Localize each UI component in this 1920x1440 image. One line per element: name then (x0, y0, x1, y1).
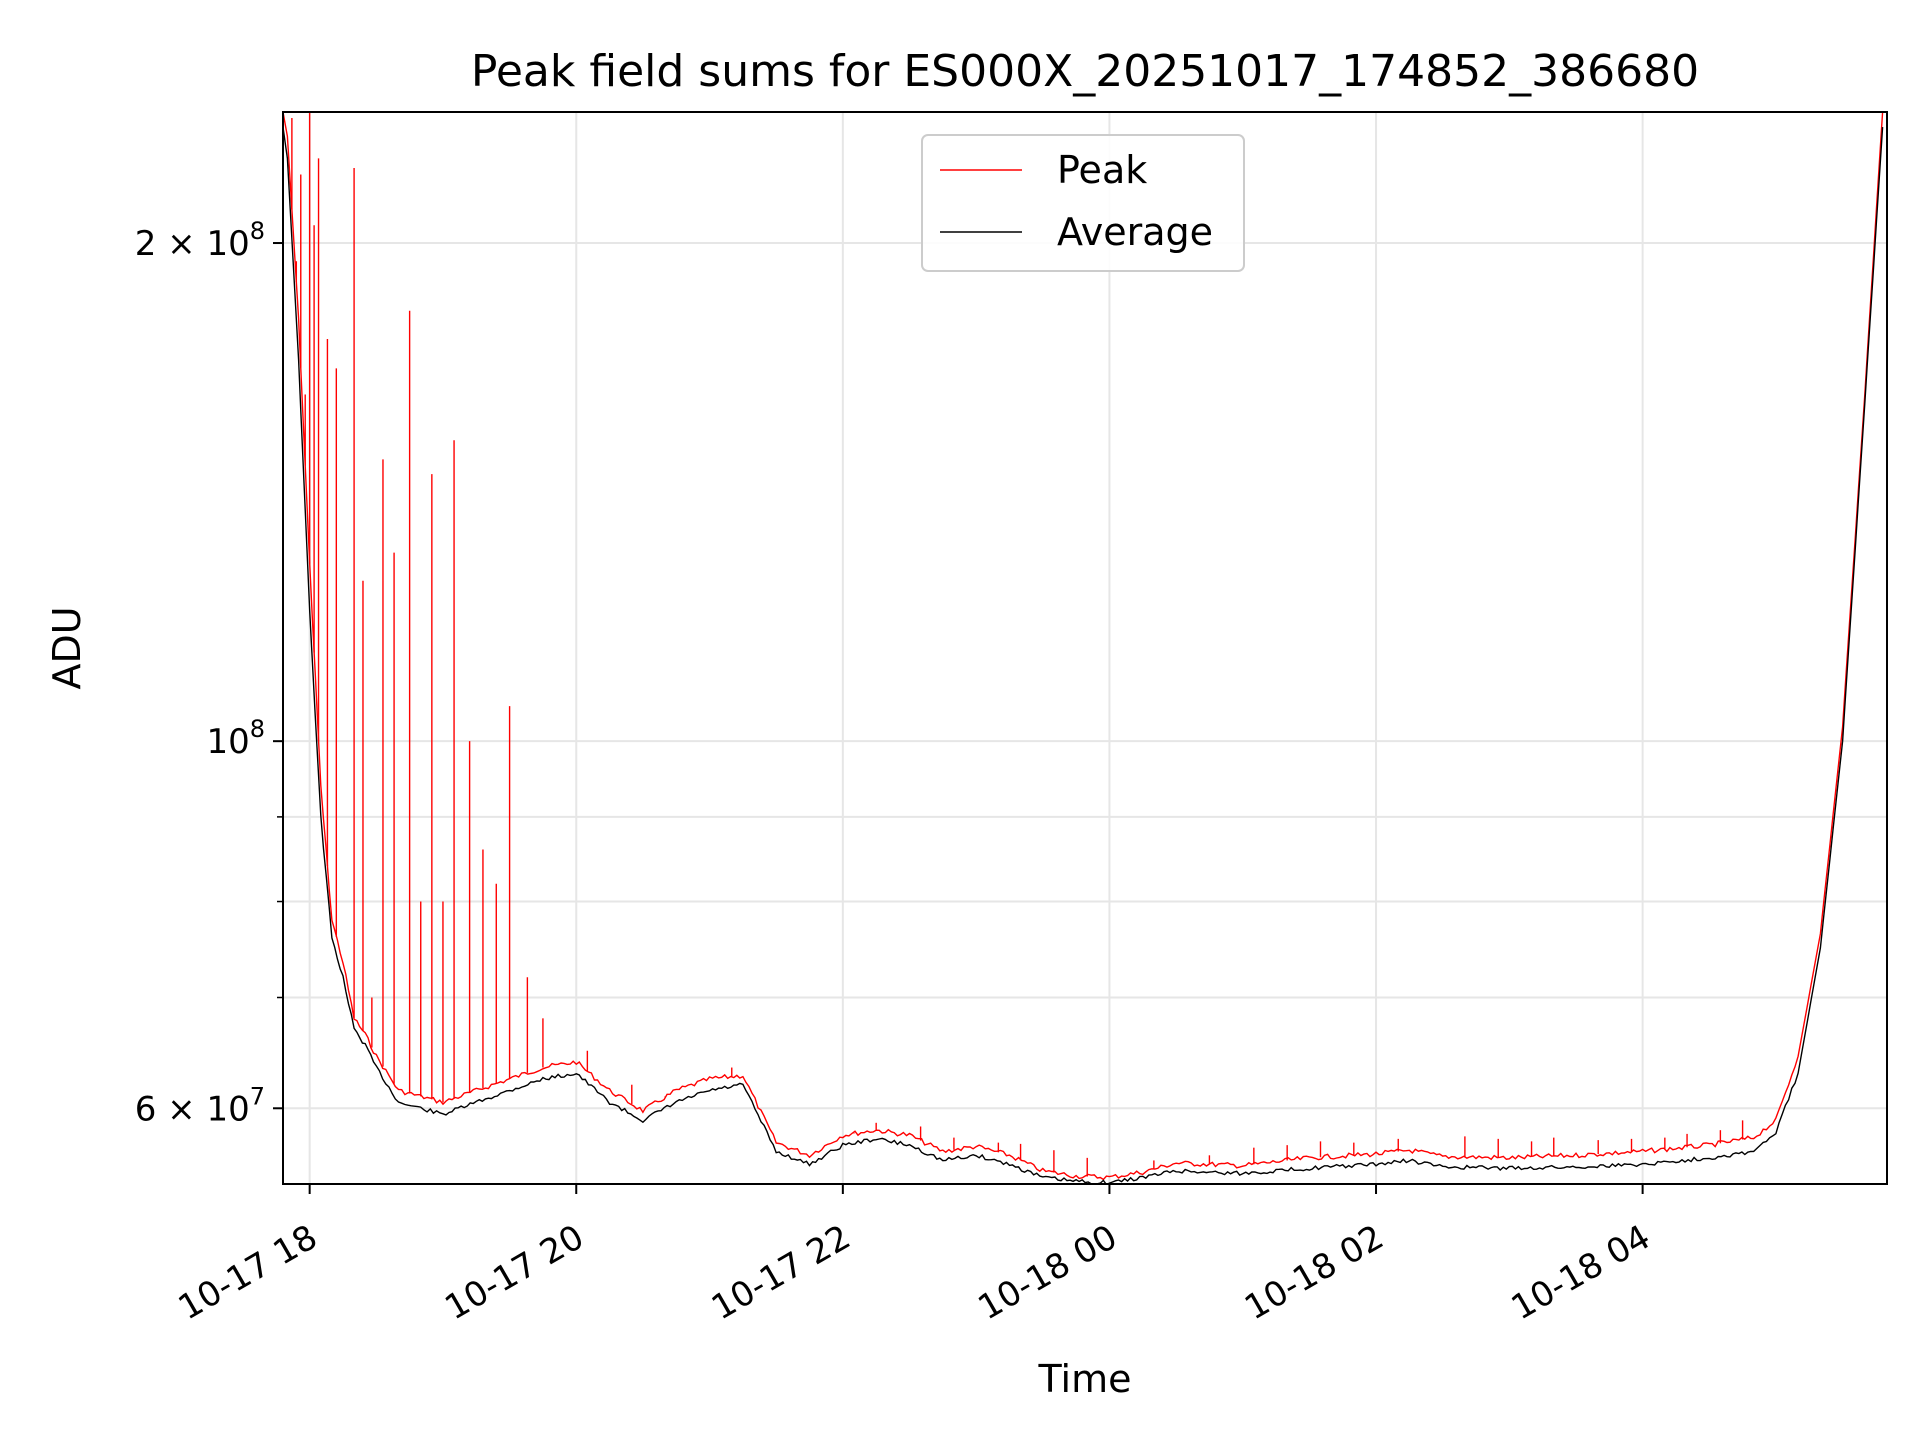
y-tick-label: 6 × 107 (135, 1082, 265, 1129)
y-tick-label: 108 (206, 715, 265, 762)
legend-box (921, 134, 1245, 272)
legend-label-peak: Peak (1057, 148, 1147, 192)
series-layer (283, 112, 1884, 1184)
grid (283, 112, 1887, 1184)
series-peak-line (283, 112, 1884, 1181)
y-tick-label-base: 10 (206, 722, 249, 762)
legend: Peak Average (921, 134, 1245, 272)
y-tick-label-base: 6 × 10 (135, 1089, 250, 1129)
y-tick-label-exponent: 7 (250, 1082, 265, 1110)
legend-label-average: Average (1057, 210, 1213, 254)
y-tick-label-exponent: 8 (250, 217, 265, 245)
series-average-line (283, 127, 1884, 1184)
y-axis-title: ADU (45, 606, 89, 689)
plot-frame (282, 111, 1888, 1185)
y-tick-label: 2 × 108 (135, 217, 265, 264)
y-tick-label-base: 2 × 10 (135, 224, 250, 264)
x-axis-title: Time (1038, 1357, 1132, 1401)
y-tick-label-exponent: 8 (250, 715, 265, 743)
chart-title: Peak field sums for ES000X_20251017_1748… (471, 46, 1699, 97)
